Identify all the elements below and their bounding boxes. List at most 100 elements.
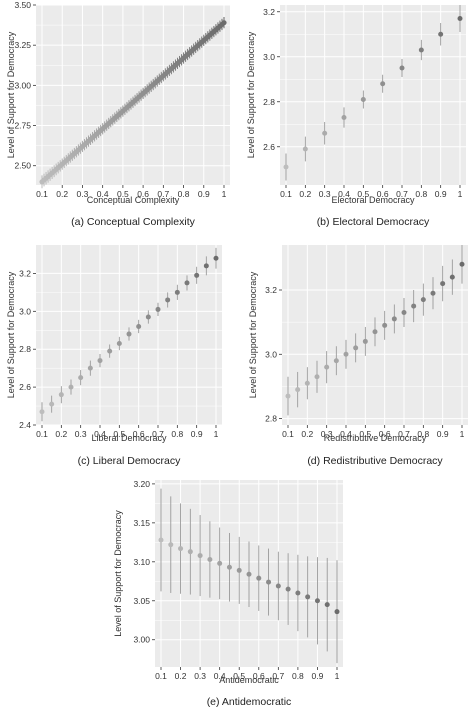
data-point (187, 549, 193, 555)
x-tick-label: 0.5 (359, 429, 371, 439)
x-tick-label: 0.9 (437, 429, 449, 439)
data-point (360, 97, 366, 102)
panel-e: 0.1 0.2 0.3 0.4 0.5 0.6 0.7 0.8 0.9 1 3.00 3.05 3.10… (113, 479, 343, 708)
data-point (145, 314, 151, 320)
panel-caption: (e) Antidemocratic (207, 696, 292, 708)
data-point (39, 409, 45, 415)
x-tick-label: 1 (222, 189, 227, 199)
data-point (362, 338, 368, 344)
data-point (158, 537, 164, 543)
data-point (197, 553, 203, 559)
data-point (266, 579, 272, 585)
x-tick-label: 0.5 (113, 429, 125, 439)
data-point (184, 280, 190, 286)
x-tick-label: 0.7 (396, 189, 408, 199)
x-tick-label: 0.7 (398, 429, 410, 439)
y-tick-label: 2.4 (19, 420, 31, 430)
panel-b: 0.1 0.2 0.3 0.4 0.5 0.6 0.7 0.8 0.9 1 2.6 2.8 3.0 3.2… (246, 5, 466, 228)
y-axis-label: Level of Support for Democracy (6, 31, 16, 158)
y-tick-label: 3.00 (133, 635, 150, 645)
data-point (116, 341, 122, 347)
panel-d: 0.1 0.2 0.3 0.4 0.5 0.6 0.7 0.8 0.9 1 2.8 3.0 3.2 Red… (248, 245, 468, 467)
x-tick-label: 0.1 (36, 429, 48, 439)
y-tick-label: 3.2 (263, 7, 275, 17)
x-tick-label: 0.1 (282, 429, 294, 439)
panel-caption: (d) Redistributive Democracy (307, 455, 443, 467)
x-tick-label: 0.2 (299, 189, 311, 199)
data-point (275, 583, 281, 589)
y-tick-label: 2.6 (263, 142, 275, 152)
data-point (87, 365, 93, 371)
y-tick-label: 3.05 (133, 596, 150, 606)
x-tick-label: 0.1 (155, 671, 167, 681)
data-point (97, 358, 103, 364)
x-axis-label: Liberal Democracy (91, 433, 167, 443)
x-tick-label: 1 (335, 671, 340, 681)
x-tick-label: 1 (458, 189, 463, 199)
y-axis-label: Level of Support for Democracy (246, 31, 256, 158)
data-point (203, 263, 209, 269)
x-tick-label: 0.8 (417, 429, 429, 439)
panel-background (280, 5, 466, 185)
data-point (440, 281, 446, 287)
data-point (49, 401, 55, 407)
y-tick-label: 3.15 (133, 518, 150, 528)
data-point (107, 348, 113, 354)
y-tick-label: 3.0 (263, 52, 275, 62)
x-tick-label: 0.7 (272, 671, 284, 681)
x-tick-label: 0.3 (319, 189, 331, 199)
data-point (165, 297, 171, 303)
data-point (324, 602, 330, 608)
y-tick-label: 2.6 (19, 382, 31, 392)
y-tick-label: 2.8 (19, 344, 31, 354)
x-tick-label: 0.8 (171, 429, 183, 439)
x-axis-label: Antidemocratic (219, 675, 279, 685)
y-tick-label: 2.50 (14, 161, 31, 171)
data-point (305, 594, 311, 600)
data-point (213, 255, 219, 261)
x-tick-label: 0.2 (55, 429, 67, 439)
data-point (285, 586, 291, 592)
y-axis-label: Level of Support for Democracy (6, 271, 16, 398)
x-tick-label: 0.3 (75, 429, 87, 439)
data-point (174, 289, 180, 295)
data-point (401, 310, 407, 315)
data-point (314, 598, 320, 604)
x-tick-label: 0.8 (415, 189, 427, 199)
data-point (295, 387, 301, 393)
x-tick-label: 0.4 (338, 189, 350, 199)
data-point (58, 392, 64, 398)
data-point (126, 331, 132, 337)
x-tick-label: 0.9 (312, 671, 324, 681)
y-axis-label: Level of Support for Democracy (248, 271, 258, 398)
panel-background (36, 5, 230, 185)
data-point (411, 303, 417, 309)
data-point (324, 364, 330, 370)
data-point (333, 358, 339, 364)
x-axis-label: Conceptual Complexity (87, 195, 180, 205)
x-tick-label: 0.6 (137, 189, 149, 199)
data-point (382, 322, 388, 328)
data-point (304, 380, 310, 386)
y-tick-label: 3.0 (265, 349, 277, 359)
x-tick-label: 0.6 (379, 429, 391, 439)
x-tick-label: 0.8 (178, 189, 190, 199)
x-tick-label: 0.6 (377, 189, 389, 199)
x-tick-label: 0.4 (340, 429, 352, 439)
y-tick-label: 3.20 (133, 479, 150, 489)
data-point (334, 609, 340, 615)
data-point (283, 164, 289, 170)
x-tick-label: 0.8 (292, 671, 304, 681)
data-point (372, 329, 378, 335)
data-point (449, 274, 455, 280)
x-tick-label: 0.6 (133, 429, 145, 439)
data-point (246, 571, 252, 577)
x-tick-label: 0.9 (198, 189, 210, 199)
data-point (420, 297, 426, 303)
data-point (194, 272, 200, 278)
data-point (459, 261, 465, 267)
panel-caption: (b) Electoral Democracy (317, 216, 430, 228)
data-point (207, 556, 213, 562)
data-point (430, 290, 436, 296)
y-tick-label: 2.75 (14, 121, 31, 131)
